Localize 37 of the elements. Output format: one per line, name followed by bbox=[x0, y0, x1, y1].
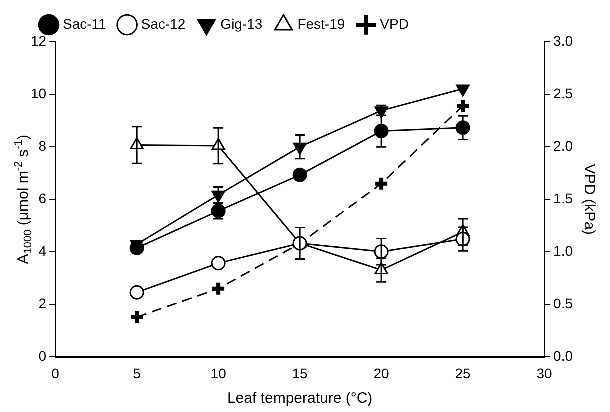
y2-tick-label: 0.5 bbox=[554, 296, 574, 312]
y2-tick-label: 2.5 bbox=[554, 85, 574, 102]
legend-label: Sac-12 bbox=[141, 16, 186, 32]
legend-label: Fest-19 bbox=[298, 16, 346, 32]
y-tick-label: 6 bbox=[38, 190, 47, 206]
y2-tick-label: 3.0 bbox=[554, 32, 574, 49]
legend-label: Gig-13 bbox=[220, 16, 263, 32]
legend-label: VPD bbox=[380, 16, 409, 32]
point bbox=[456, 84, 470, 97]
y2-axis-title: VPD (kPa) bbox=[580, 164, 598, 236]
point bbox=[292, 168, 308, 182]
y-tick-label: 12 bbox=[30, 32, 47, 49]
point bbox=[374, 176, 390, 192]
x-tick-label: 25 bbox=[455, 365, 472, 382]
x-tick-label: 0 bbox=[52, 365, 60, 382]
y-tick-label: 10 bbox=[30, 85, 47, 102]
x-tick-label: 10 bbox=[210, 365, 227, 382]
x-tick-label: 30 bbox=[536, 365, 553, 382]
y2-tick-label: 2.0 bbox=[554, 138, 574, 154]
y-tick-label: 4 bbox=[38, 242, 47, 259]
y2-tick-label: 1.0 bbox=[554, 242, 574, 259]
y2-tick-label: 1.5 bbox=[554, 190, 574, 206]
x-tick-label: 5 bbox=[133, 365, 142, 382]
legend-label: Sac-11 bbox=[63, 16, 107, 32]
y-axis-title: A1000 (μmol m-2 s-1) bbox=[12, 134, 35, 264]
point bbox=[210, 280, 227, 297]
y-tick-label: 2 bbox=[38, 296, 47, 312]
x-tick-label: 15 bbox=[292, 365, 308, 382]
point bbox=[211, 256, 226, 271]
y-tick-label: 8 bbox=[38, 138, 47, 154]
point bbox=[455, 98, 472, 114]
y-tick-label: 0 bbox=[38, 348, 47, 364]
point bbox=[129, 309, 146, 326]
point bbox=[130, 285, 144, 300]
y2-tick-label: 0.0 bbox=[554, 348, 574, 364]
x-axis-title: Leaf temperature (°C) bbox=[227, 390, 373, 408]
x-tick-label: 20 bbox=[374, 365, 390, 382]
